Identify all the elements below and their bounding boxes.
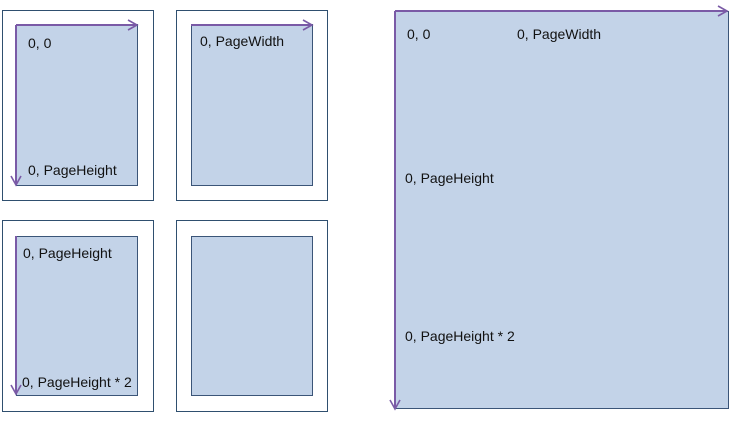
label-bottom-left-page-height: 0, PageHeight [23,245,112,261]
label-bottom-left-page-height-x2: 0, PageHeight * 2 [22,374,132,390]
label-combined-origin: 0, 0 [407,26,431,42]
label-top-left-page-height: 0, PageHeight [28,162,117,178]
page-top-left [16,24,138,186]
page-combined [395,11,729,409]
label-top-left-origin: 0, 0 [28,35,52,51]
page-top-middle [191,24,313,186]
label-combined-page-height-x2: 0, PageHeight * 2 [405,328,515,344]
label-combined-page-height: 0, PageHeight [405,170,494,186]
page-bottom-left [16,236,138,396]
label-combined-page-width: 0, PageWidth [517,26,602,42]
label-top-middle-page-width: 0, PageWidth [200,33,285,49]
page-bottom-middle [191,236,313,396]
